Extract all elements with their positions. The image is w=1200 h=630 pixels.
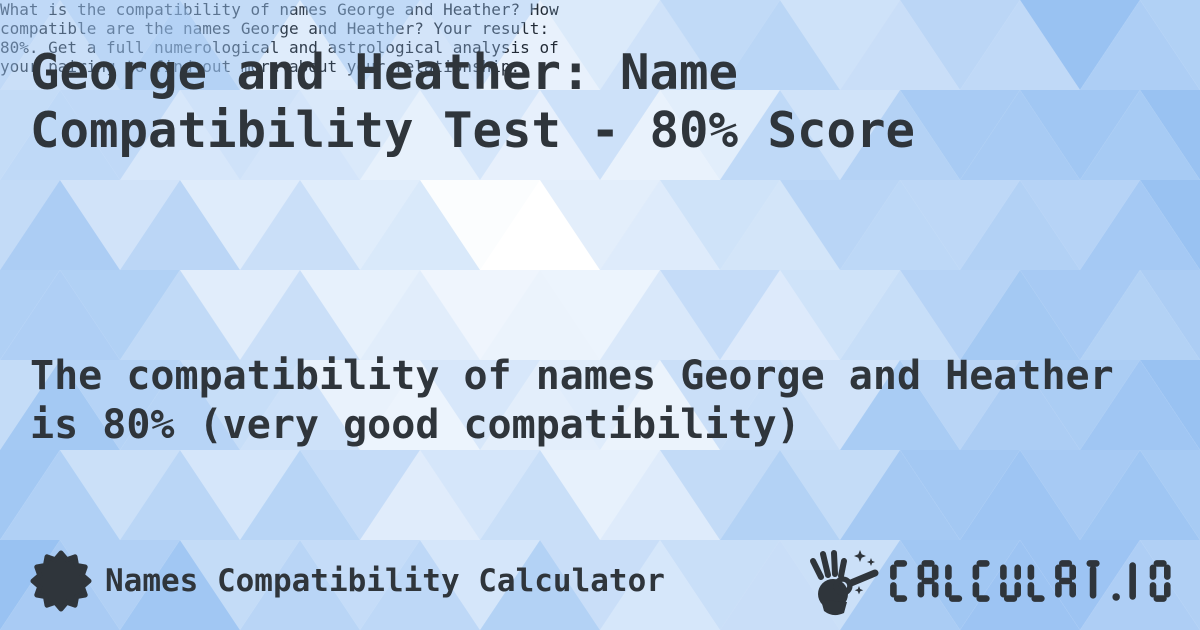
result-line-2: is 80% (very good compatibility) xyxy=(30,402,801,448)
logo-wordmark xyxy=(890,560,1171,602)
footer-label: Names Compatibility Calculator xyxy=(105,563,665,599)
page-title: George and Heather: Name Compatibility T… xyxy=(30,44,1180,160)
title-line-2: Compatibility Test - 80% Score xyxy=(30,102,916,159)
result-heading: The compatibility of names George and He… xyxy=(30,352,1180,450)
footer-brand: Names Compatibility Calculator xyxy=(30,549,665,613)
starburst-icon xyxy=(30,550,92,612)
magic-wand-icon xyxy=(810,550,879,616)
title-line-1: George and Heather: Name xyxy=(30,44,739,101)
calculatio-logo xyxy=(807,546,1174,616)
result-line-1: The compatibility of names George and He… xyxy=(30,353,1114,399)
